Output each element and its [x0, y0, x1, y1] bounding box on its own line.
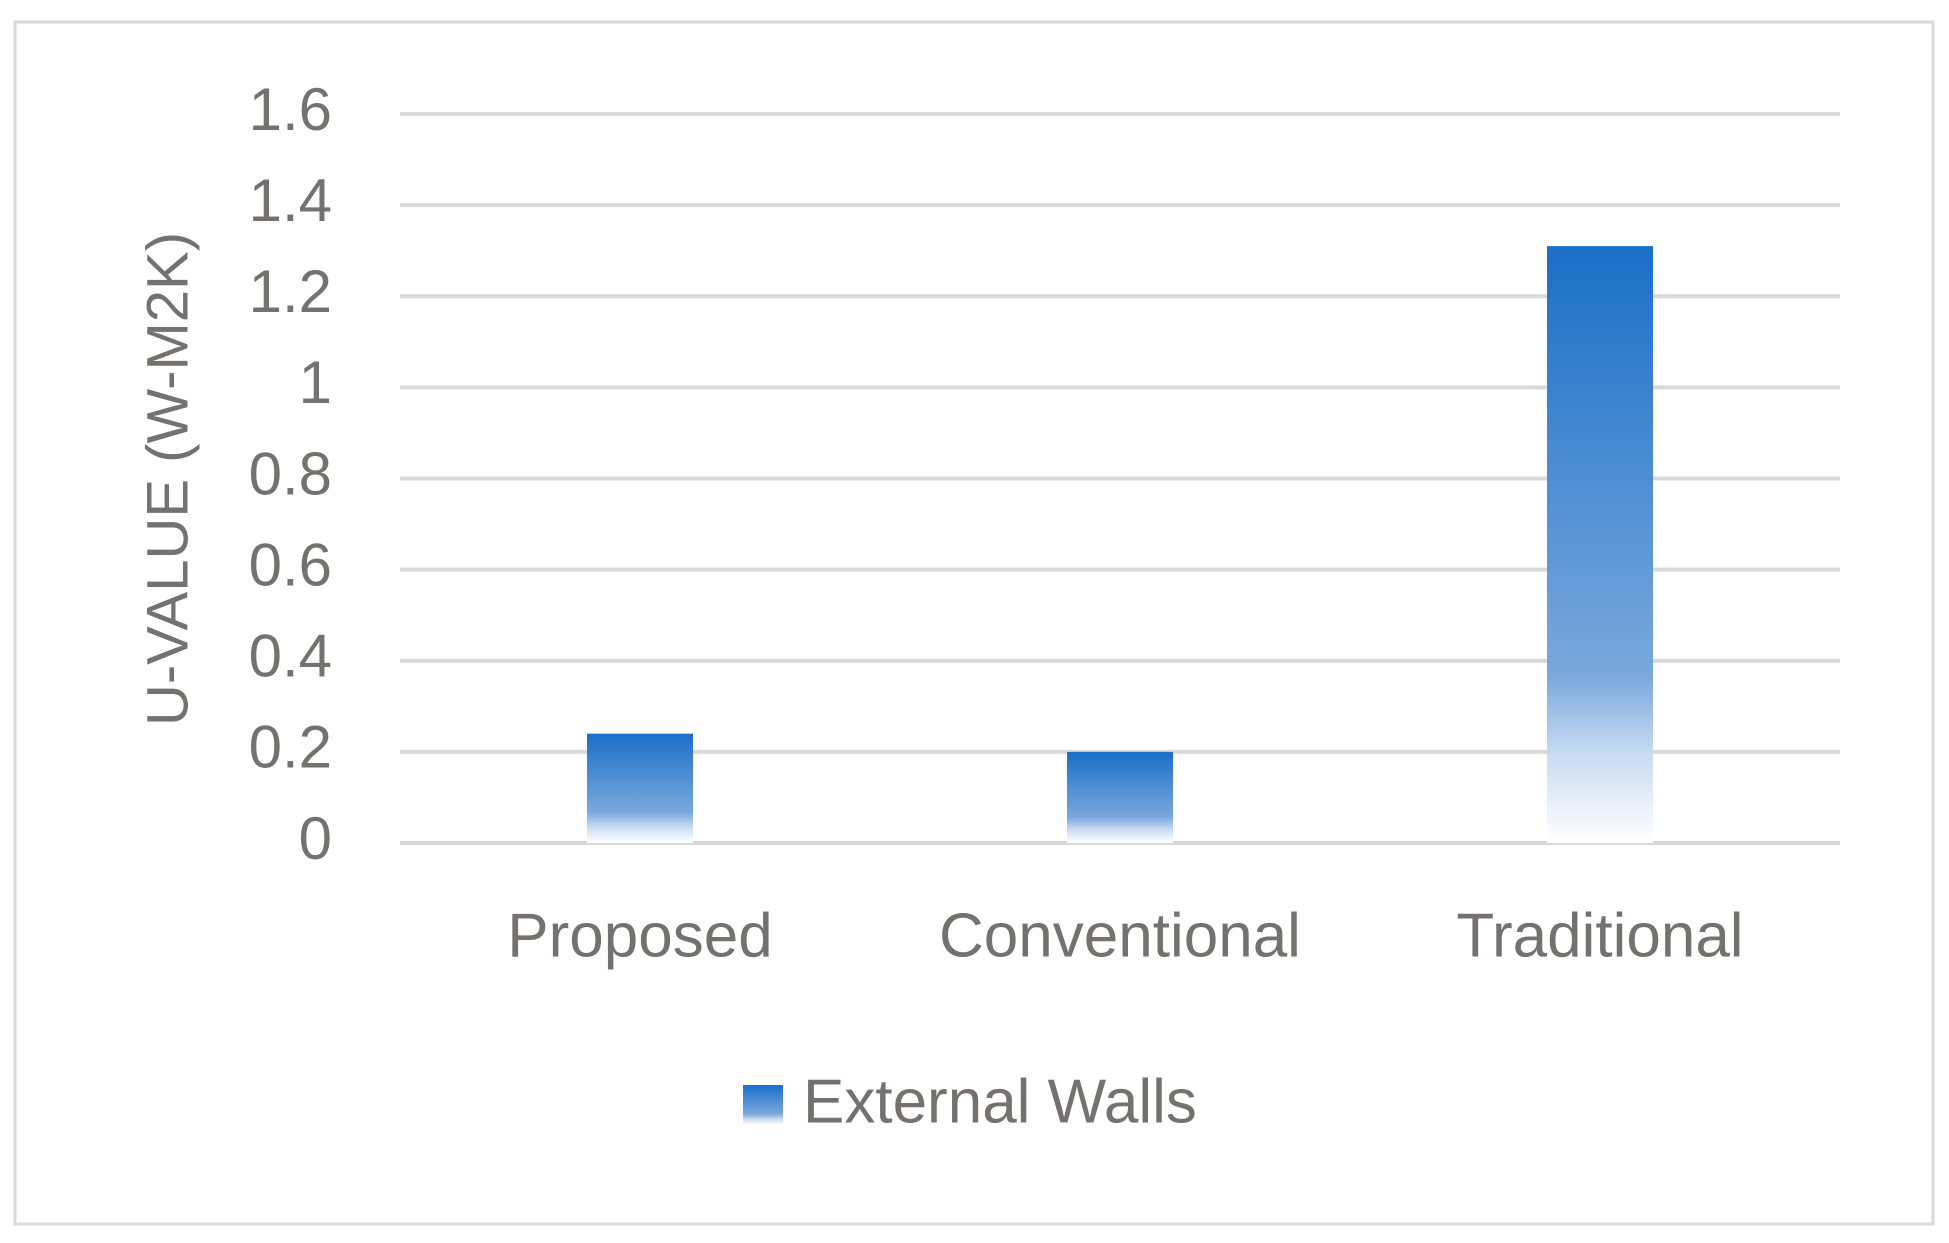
y-tick-label: 1.2: [249, 258, 332, 325]
y-tick-label: 1.6: [249, 76, 332, 143]
y-tick-label: 0.8: [249, 440, 332, 507]
bar: [1547, 246, 1653, 844]
y-tick-label: 0: [299, 805, 332, 872]
x-tick-label: Traditional: [1456, 901, 1743, 970]
x-tick-label: Proposed: [507, 901, 772, 970]
y-tick-label: 1.4: [249, 167, 332, 234]
y-tick-label: 0.6: [249, 531, 332, 598]
y-tick-label: 0.2: [249, 714, 332, 781]
y-axis-title: U-VALUE (W-M2K): [135, 232, 200, 726]
y-tick-label: 0.4: [249, 623, 332, 690]
bar: [1067, 751, 1173, 843]
legend-swatch: [743, 1085, 783, 1125]
y-tick-label: 1: [299, 349, 332, 416]
bar: [587, 733, 693, 843]
legend-label: External Walls: [803, 1067, 1197, 1136]
x-tick-label: Conventional: [939, 901, 1301, 970]
